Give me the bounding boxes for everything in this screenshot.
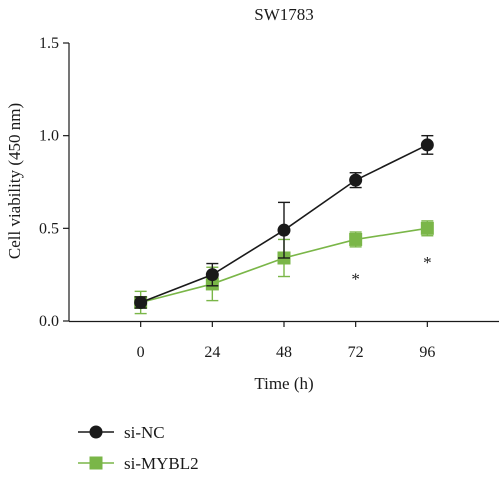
- data-point: [134, 295, 148, 309]
- y-tick-label: 0.0: [39, 313, 59, 330]
- legend-marker: [89, 456, 103, 470]
- legend-item-si-NC: si-NC: [78, 423, 165, 442]
- y-tick-label: 1.0: [39, 128, 59, 145]
- significance-marker: *: [351, 270, 360, 289]
- data-point: [420, 221, 434, 235]
- legend-item-si-MYBL2: si-MYBL2: [78, 454, 199, 473]
- data-point: [277, 223, 291, 237]
- data-point: [420, 138, 434, 152]
- annotation-layer: **: [351, 253, 431, 289]
- x-tick-label: 24: [204, 344, 220, 361]
- x-tick-label: 96: [419, 344, 435, 361]
- y-axis-label: Cell viability (450 nm): [5, 103, 24, 259]
- x-tick-label: 48: [276, 344, 292, 361]
- data-point: [205, 268, 219, 282]
- data-point: [349, 232, 363, 246]
- legend-label: si-MYBL2: [124, 454, 199, 473]
- chart-title: SW1783: [254, 5, 314, 24]
- data-point: [349, 173, 363, 187]
- series-si-NC: [134, 134, 434, 309]
- legend: si-NC si-MYBL2: [78, 423, 199, 473]
- significance-marker: *: [423, 253, 432, 272]
- x-axis-label: Time (h): [254, 374, 313, 393]
- legend-label: si-NC: [124, 423, 165, 442]
- x-tick-label: 72: [348, 344, 364, 361]
- axes: 0.0 0.5 1.0 1.5 0 24 48 72 96: [39, 35, 499, 361]
- series-layer: [134, 134, 434, 315]
- legend-marker: [89, 425, 103, 439]
- y-tick-label: 1.5: [39, 35, 59, 52]
- x-tick-label: 0: [137, 344, 145, 361]
- y-tick-label: 0.5: [39, 220, 59, 237]
